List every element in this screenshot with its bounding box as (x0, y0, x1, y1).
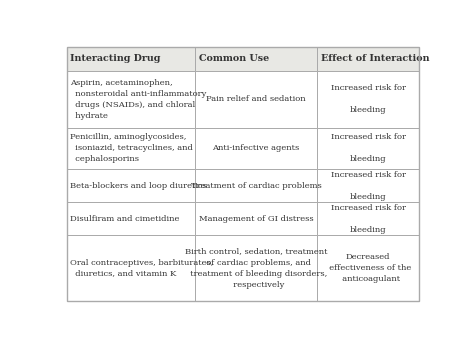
Text: Increased risk for

bleeding: Increased risk for bleeding (331, 171, 406, 201)
Bar (317, 46, 419, 71)
Bar (66, 71, 195, 128)
Text: Interacting Drug: Interacting Drug (70, 54, 161, 63)
Text: Disulfiram and cimetidine: Disulfiram and cimetidine (70, 215, 180, 223)
Text: Aspirin, acetaminophen,
  nonsteroidal anti-inflammatory
  drugs (NSAIDs), and c: Aspirin, acetaminophen, nonsteroidal ant… (70, 79, 207, 120)
Text: Common Use: Common Use (199, 54, 269, 63)
Bar (195, 202, 317, 235)
Text: Effect of Interaction: Effect of Interaction (320, 54, 429, 63)
Bar (195, 235, 317, 301)
Bar (66, 235, 195, 301)
Bar (195, 46, 317, 71)
Bar (317, 235, 419, 301)
Text: Penicillin, aminoglycosides,
  isoniazid, tetracyclines, and
  cephalosporins: Penicillin, aminoglycosides, isoniazid, … (70, 133, 193, 163)
Text: Increased risk for

bleeding: Increased risk for bleeding (331, 133, 406, 163)
Text: Management of GI distress: Management of GI distress (199, 215, 313, 223)
Bar (195, 71, 317, 128)
Bar (66, 169, 195, 202)
Text: Treatment of cardiac problems: Treatment of cardiac problems (191, 182, 321, 190)
Bar (317, 202, 419, 235)
Bar (317, 128, 419, 169)
Text: Beta-blockers and loop diuretics: Beta-blockers and loop diuretics (70, 182, 207, 190)
Bar (66, 128, 195, 169)
Bar (66, 202, 195, 235)
Text: Decreased
  effectiveness of the
  anticoagulant: Decreased effectiveness of the anticoagu… (325, 253, 412, 283)
Text: Increased risk for

bleeding: Increased risk for bleeding (331, 204, 406, 234)
Bar (195, 128, 317, 169)
Text: Increased risk for

bleeding: Increased risk for bleeding (331, 84, 406, 114)
Bar (317, 71, 419, 128)
Bar (317, 169, 419, 202)
Bar (195, 169, 317, 202)
Text: Pain relief and sedation: Pain relief and sedation (206, 95, 306, 103)
Text: Anti-infective agents: Anti-infective agents (212, 144, 300, 152)
Text: Oral contraceptives, barbiturates,
  diuretics, and vitamin K: Oral contraceptives, barbiturates, diure… (70, 259, 214, 278)
Bar (66, 46, 195, 71)
Text: Birth control, sedation, treatment
  of cardiac problems, and
  treatment of ble: Birth control, sedation, treatment of ca… (185, 248, 328, 289)
